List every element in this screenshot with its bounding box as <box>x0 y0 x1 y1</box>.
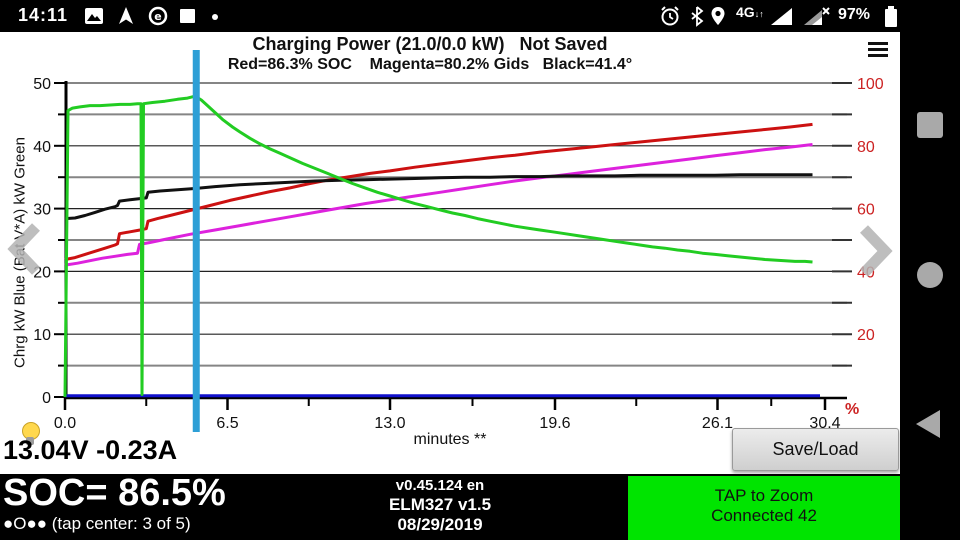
svg-text:13.0: 13.0 <box>374 415 405 432</box>
svg-text:100: 100 <box>857 76 884 93</box>
gps-arrow-icon <box>119 7 133 24</box>
signal-icon <box>771 8 792 25</box>
svg-text:6.5: 6.5 <box>216 415 238 432</box>
page-left-chevron-icon[interactable] <box>6 222 44 276</box>
bluetooth-icon <box>691 6 704 27</box>
svg-text:19.6: 19.6 <box>539 415 570 432</box>
hamburger-menu-icon[interactable] <box>868 42 888 60</box>
battery-icon <box>885 6 897 27</box>
page-right-chevron-icon[interactable] <box>854 224 894 278</box>
save-load-button[interactable]: Save/Load <box>732 428 899 471</box>
svg-text:60: 60 <box>857 202 875 219</box>
svg-text:50: 50 <box>33 76 51 93</box>
svg-text:e: e <box>154 10 161 23</box>
bottom-info-bar: SOC= 86.5% ●O●● (tap center: 3 of 5) v0.… <box>0 472 900 540</box>
svg-text:%: % <box>845 401 859 418</box>
back-button[interactable] <box>916 410 940 438</box>
svg-text:40: 40 <box>33 139 51 156</box>
data-circle-icon: e <box>148 6 168 26</box>
svg-text:30: 30 <box>33 202 51 219</box>
image-icon <box>85 8 103 24</box>
version-block: v0.45.124 en ELM327 v1.5 08/29/2019 <box>340 477 540 536</box>
signal-nosim-icon <box>804 7 830 25</box>
build-date: 08/29/2019 <box>397 515 483 535</box>
chart-legend: Red=86.3% SOC Magenta=80.2% Gids Black=4… <box>227 56 633 73</box>
voltage-current-readout: 13.04V -0.23A <box>3 435 178 465</box>
home-button[interactable] <box>917 262 943 288</box>
location-icon <box>711 7 725 25</box>
svg-text:10: 10 <box>33 327 51 344</box>
svg-text:0: 0 <box>42 390 51 407</box>
connected-status: Connected 42 <box>711 506 817 525</box>
tap-to-zoom-label: TAP to Zoom <box>714 486 814 505</box>
chart-title: Charging Power (21.0/0.0 kW) Not Saved <box>252 34 608 54</box>
dot-icon <box>212 14 218 20</box>
svg-text:26.1: 26.1 <box>702 415 733 432</box>
screen-pager-dots[interactable]: ●O●● (tap center: 3 of 5) <box>3 514 191 533</box>
svg-text:30.4: 30.4 <box>809 415 840 432</box>
battery-percent: 97% <box>838 6 871 23</box>
svg-text:80: 80 <box>857 139 875 156</box>
svg-text:20: 20 <box>857 327 875 344</box>
app-version: v0.45.124 en <box>395 477 485 494</box>
soc-readout: SOC= 86.5% <box>3 472 226 514</box>
svg-text:0.0: 0.0 <box>54 415 76 432</box>
svg-text:minutes **: minutes ** <box>414 431 487 448</box>
screen-square-icon <box>180 9 195 23</box>
headlight-bulb-icon[interactable] <box>20 422 40 449</box>
clock-time: 14:11 <box>18 5 69 25</box>
recents-button[interactable] <box>917 112 943 138</box>
tap-to-zoom-button[interactable]: TAP to Zoom Connected 42 <box>628 476 900 540</box>
alarm-icon <box>661 6 679 26</box>
android-nav-bar <box>900 32 960 540</box>
4g-icon: 4G↓↑ <box>736 4 764 20</box>
status-bar: 14:11 e 4G↓↑ <box>0 0 960 32</box>
chart-panel: Charging Power (21.0/0.0 kW) Not Saved R… <box>0 32 900 540</box>
adapter-version: ELM327 v1.5 <box>388 495 492 514</box>
